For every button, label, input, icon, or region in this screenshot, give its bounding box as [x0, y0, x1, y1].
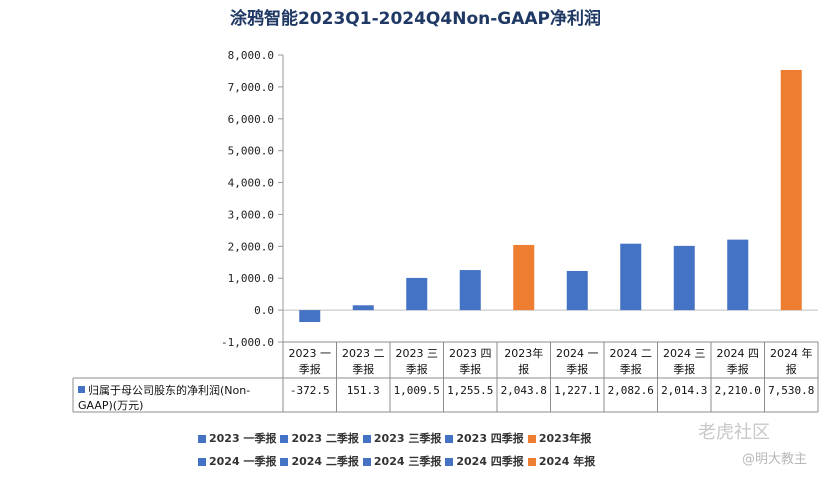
legend-label: 2023 一季报 [209, 432, 277, 445]
category-label: 季报 [727, 362, 749, 376]
legend-swatch [527, 435, 536, 443]
value-label: 151.3 [347, 384, 380, 397]
bar-7 [620, 243, 642, 311]
legend-swatch [362, 458, 371, 466]
value-label: 2,014.3 [661, 384, 707, 397]
category-label: 季报 [352, 362, 374, 376]
legend-label: 2023 四季报 [456, 432, 524, 445]
y-tick-label: 3,000.0 [228, 208, 274, 221]
category-label: 2023 四 [449, 347, 492, 360]
category-label: 2024 二 [610, 347, 653, 360]
chart-title: 涂鸦智能2023Q1-2024Q4Non-GAAP净利润 [229, 9, 602, 29]
legend-item: 2024 三季报 [362, 453, 442, 469]
watermark-author: @明大教主 [742, 452, 808, 467]
legend-swatch [198, 458, 206, 466]
category-label: 季报 [620, 362, 642, 376]
legend-swatch [445, 458, 454, 466]
legend-item: 2024 四季报 [445, 453, 524, 469]
bar-10 [780, 69, 802, 311]
legend-swatch [362, 435, 371, 443]
category-label: 季报 [406, 362, 428, 376]
legend-item: 2024 二季报 [280, 453, 359, 469]
bar-9 [727, 239, 749, 311]
category-label: 季报 [566, 362, 588, 376]
bar-2 [352, 305, 374, 311]
category-label: 2024 三 [663, 347, 706, 360]
category-label: 2023 二 [342, 347, 385, 360]
category-label: 报 [518, 362, 529, 376]
legend-row-1: 2023 一季报 2023 二季报 2023 三季报 2023 四季报 2023年报 [198, 430, 618, 446]
bar-1 [299, 310, 321, 322]
y-tick-label: 0.0 [254, 304, 274, 317]
legend-label: 2024 一季报 [209, 455, 277, 468]
value-label: 2,082.6 [608, 384, 654, 397]
bar-4 [459, 270, 481, 311]
legend-item: 2023 一季报 [198, 430, 276, 446]
category-label: 2023 三 [396, 347, 439, 360]
bar-series [299, 69, 802, 322]
legend-label: 2024 三季报 [373, 455, 442, 468]
y-tick-label: 7,000.0 [228, 81, 274, 94]
bar-8 [673, 245, 695, 311]
y-tick-label: 4,000.0 [228, 177, 274, 190]
category-label: 季报 [673, 362, 695, 376]
series-name: 归属于母公司股东的净利润(Non- [88, 383, 250, 397]
value-label: 2,043.8 [501, 384, 547, 397]
legend-item: 2023 三季报 [362, 430, 442, 446]
category-label: 2023年 [504, 346, 543, 360]
y-tick-label: -1,000.0 [221, 336, 274, 349]
legend-swatch [445, 435, 454, 443]
bar-6 [566, 270, 588, 311]
legend-swatch [280, 435, 289, 443]
y-tick-label: 2,000.0 [228, 240, 274, 253]
legend-label: 2023 三季报 [373, 432, 442, 445]
bar-3 [406, 277, 428, 311]
y-tick-label: 8,000.0 [228, 49, 274, 62]
value-label: 1,255.5 [447, 384, 493, 397]
value-label: -372.5 [290, 384, 330, 397]
legend-label: 2024 四季报 [456, 455, 524, 468]
category-label: 2024 年 [770, 346, 813, 360]
series-swatch [78, 386, 85, 393]
legend-label: 2023 二季报 [291, 432, 359, 445]
legend-label: 2024 二季报 [291, 455, 359, 468]
legend-item: 2023 四季报 [445, 430, 524, 446]
y-axis: -1,000.0 0.0 1,000.0 2,000.0 3,000.0 4,000.0 5… [221, 49, 284, 349]
legend-item: 2023年报 [527, 430, 592, 446]
legend-item: 2024 年报 [527, 453, 596, 469]
legend-label: 2023年报 [538, 432, 592, 445]
legend-swatch [198, 435, 206, 443]
y-tick-label: 1,000.0 [228, 272, 274, 285]
legend-item: 2023 二季报 [280, 430, 359, 446]
category-label: 季报 [299, 362, 321, 376]
legend-row-2: 2024 一季报 2024 二季报 2024 三季报 2024 四季报 2024 年报 [198, 453, 618, 469]
watermark-brand: 老虎社区 [698, 422, 770, 443]
category-label: 2024 一 [556, 347, 599, 360]
legend-label: 2024 年报 [538, 455, 596, 468]
y-tick-label: 6,000.0 [228, 113, 274, 126]
value-label: 2,210.0 [715, 384, 761, 397]
legend-swatch [280, 458, 289, 466]
category-label: 报 [786, 362, 797, 376]
legend-swatch [527, 458, 536, 466]
series-name: GAAP)(万元) [78, 399, 143, 412]
legend-item: 2024 一季报 [198, 453, 276, 469]
value-label: 7,530.8 [768, 384, 814, 397]
category-label: 季报 [459, 362, 481, 376]
category-label: 2024 四 [717, 347, 760, 360]
category-label: 2023 一 [289, 347, 332, 360]
value-label: 1,009.5 [394, 384, 440, 397]
y-tick-label: 5,000.0 [228, 145, 274, 158]
value-label: 1,227.1 [554, 384, 600, 397]
bar-5 [513, 244, 535, 311]
